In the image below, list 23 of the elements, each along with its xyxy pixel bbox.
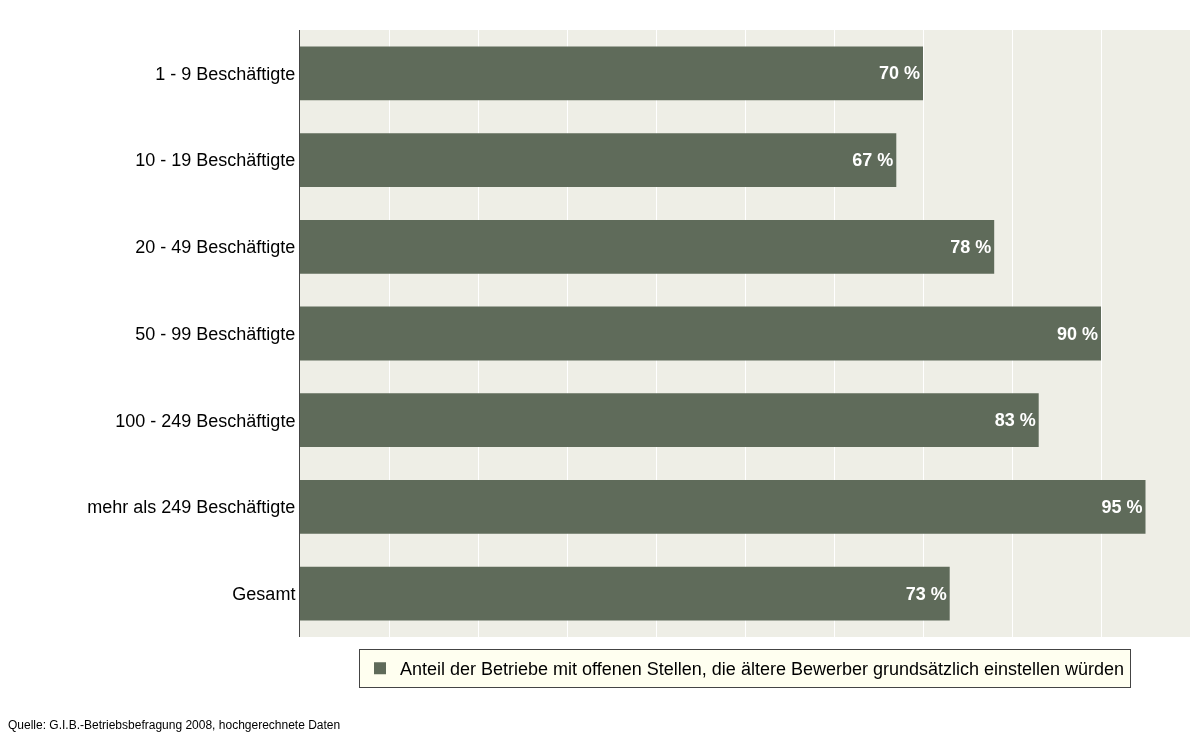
data-label: 78 % xyxy=(950,236,992,257)
bar xyxy=(300,306,1101,361)
y-tick-label: Gesamt xyxy=(232,583,296,604)
source-note: Quelle: G.I.B.-Betriebsbefragung 2008, hochgerechnete Daten xyxy=(8,718,341,732)
y-tick-label: 50 - 99 Beschäftigte xyxy=(135,323,296,344)
data-label: 83 % xyxy=(994,410,1036,431)
bar xyxy=(300,133,897,187)
bar xyxy=(300,46,923,101)
bar xyxy=(300,393,1039,448)
bar xyxy=(300,219,995,274)
data-label: 67 % xyxy=(852,150,894,171)
y-tick-label: 10 - 19 Beschäftigte xyxy=(135,150,296,171)
y-tick-label: 1 - 9 Beschäftigte xyxy=(155,63,296,84)
bar xyxy=(300,566,950,621)
data-label: 90 % xyxy=(1056,323,1098,344)
data-label: 95 % xyxy=(1101,496,1143,517)
y-tick-label: mehr als 249 Beschäftigte xyxy=(87,497,296,518)
data-label: 73 % xyxy=(905,583,947,604)
y-tick-label: 20 - 49 Beschäftigte xyxy=(135,237,296,258)
legend-label: Anteil der Betriebe mit offenen Stellen, die ältere Bewerber grundsätzlich einstellen würden xyxy=(400,659,1125,680)
data-label: 70 % xyxy=(878,63,920,84)
y-tick-label: 100 - 249 Beschäftigte xyxy=(115,410,296,431)
bar xyxy=(300,480,1146,534)
